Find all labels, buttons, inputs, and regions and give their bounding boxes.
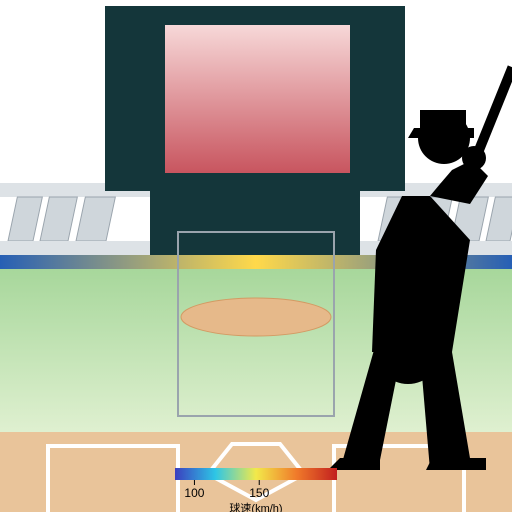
legend-colorbar	[175, 468, 337, 480]
pitchers-mound	[181, 298, 331, 336]
legend-tick-label: 100	[184, 486, 204, 500]
scoreboard-screen	[165, 25, 350, 173]
scoreboard-stem	[150, 191, 360, 256]
legend-title: 球速(km/h)	[229, 501, 282, 512]
pitch-location-scene: 100 150 球速(km/h)	[0, 0, 512, 512]
legend-tick-label: 150	[249, 486, 269, 500]
scene-svg: 100 150 球速(km/h)	[0, 0, 512, 512]
